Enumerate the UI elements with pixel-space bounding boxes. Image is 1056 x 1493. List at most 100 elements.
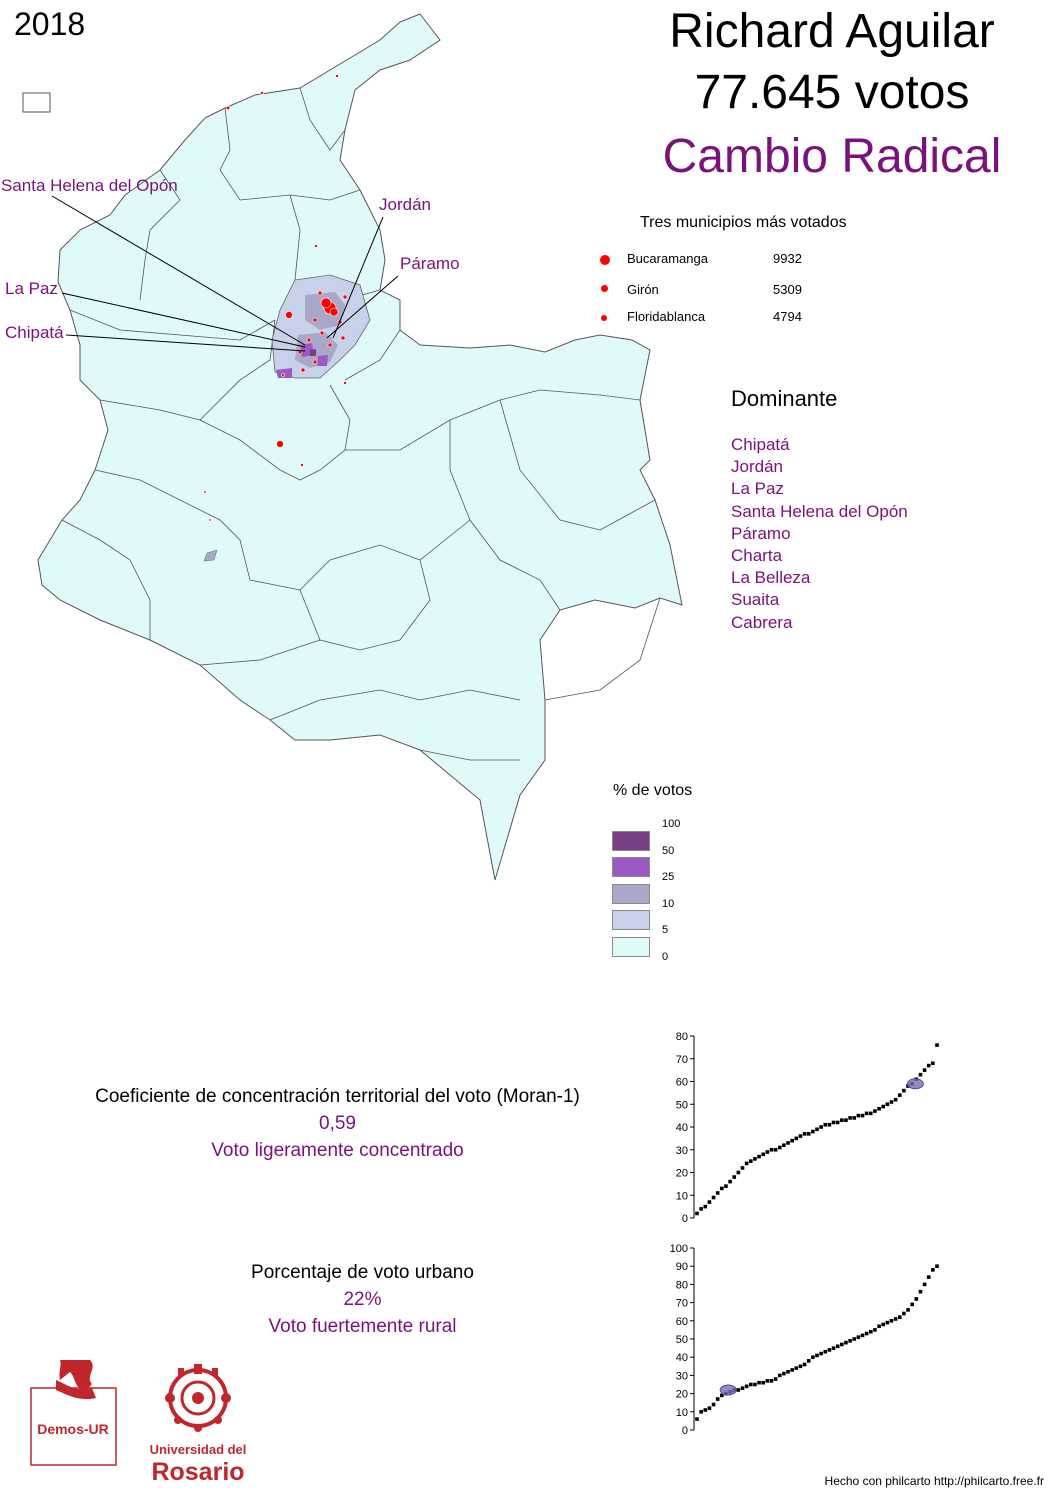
legend-break: 5 [662, 924, 669, 936]
data-point [695, 1417, 699, 1421]
data-point [868, 1111, 873, 1116]
data-point [753, 1382, 757, 1387]
data-point [811, 1129, 815, 1134]
data-point [724, 1184, 728, 1188]
data-point [748, 1382, 753, 1387]
data-point [918, 1289, 923, 1294]
data-point [720, 1186, 724, 1191]
demos-logo-text: Demos-UR [37, 1421, 109, 1437]
data-point [835, 1344, 840, 1349]
legend-break: 50 [662, 845, 675, 857]
map-label-jordan: Jordán [379, 195, 431, 214]
data-point [790, 1138, 794, 1143]
data-point [918, 1072, 923, 1077]
credit-line: Hecho con philcarto http://philcarto.fre… [824, 1474, 1044, 1488]
data-point [703, 1408, 708, 1412]
universidad-rosario-logo: Universidad del Rosario [150, 1364, 247, 1486]
data-point [765, 1379, 770, 1383]
data-point [935, 1264, 939, 1268]
data-point [815, 1127, 819, 1132]
data-point [699, 1207, 703, 1211]
inset-box [22, 92, 51, 113]
moran-value: 0,59 [319, 1113, 356, 1134]
data-point [906, 1308, 910, 1312]
data-point [856, 1113, 861, 1118]
dominant-item: Suaita [731, 590, 780, 610]
ur-logo-line2: Rosario [151, 1458, 244, 1486]
data-point [715, 1191, 720, 1195]
data-point [926, 1063, 931, 1068]
moran-block: Coeficiente de concentración territorial… [50, 1083, 625, 1164]
data-point [848, 1339, 852, 1343]
data-point [753, 1157, 757, 1161]
legend-swatch-5-0 [612, 937, 650, 957]
data-point [777, 1373, 782, 1378]
data-point [902, 1311, 906, 1316]
data-point [748, 1159, 753, 1163]
moran-title: Coeficiente de concentración territorial… [95, 1086, 580, 1107]
legend-swatch-50-25 [612, 857, 650, 877]
data-point [798, 1364, 803, 1369]
map-label-chipata: Chipatá [5, 323, 64, 342]
data-point [897, 1093, 902, 1097]
data-point [695, 1211, 699, 1216]
dominant-item: Charta [731, 546, 783, 566]
data-point [794, 1136, 799, 1141]
title-block: Richard Aguilar 77.645 votos Cambio Radi… [622, 2, 1042, 190]
data-point [823, 1122, 828, 1127]
data-point [703, 1204, 708, 1209]
data-point [732, 1175, 737, 1179]
data-point [910, 1302, 914, 1307]
data-point [897, 1315, 902, 1319]
data-point [922, 1282, 927, 1287]
y-tick-label: 80 [676, 1279, 688, 1291]
top3-name: Floridablanca [627, 309, 706, 324]
data-point [761, 1152, 766, 1157]
data-point [852, 1116, 857, 1120]
data-point [777, 1145, 782, 1150]
country-outline [37, 13, 683, 881]
top3-row: Girón 5309 [600, 282, 820, 300]
legend-swatch-10-5 [612, 910, 650, 930]
moran-label: Voto ligeramente concentrado [211, 1140, 464, 1161]
data-point [852, 1337, 857, 1341]
data-point [848, 1116, 852, 1120]
data-point [877, 1107, 881, 1111]
y-tick-label: 40 [676, 1122, 688, 1134]
data-point [765, 1150, 770, 1154]
data-point [827, 1348, 832, 1352]
data-point [922, 1068, 927, 1072]
dominant-item: Chipatá [731, 435, 790, 454]
dominant-item: La Belleza [731, 568, 811, 588]
dominant-item: La Paz [731, 479, 784, 499]
data-point [736, 1388, 741, 1392]
data-point [831, 1120, 836, 1125]
data-point [769, 1379, 774, 1383]
y-tick-label: 10 [676, 1407, 688, 1419]
y-tick-label: 30 [676, 1145, 688, 1157]
legend-break: 0 [662, 951, 669, 963]
data-point [840, 1118, 844, 1122]
urban-chart: 0 10 20 30 40 50 60 70 80 90 100 [670, 1243, 939, 1437]
data-point [893, 1097, 898, 1102]
legend-break: 10 [662, 898, 675, 910]
y-tick-label: 60 [676, 1077, 688, 1089]
data-point [715, 1397, 720, 1401]
ur-logo-line1: Universidad del [150, 1442, 247, 1457]
data-point [740, 1386, 745, 1390]
y-tick-label: 50 [676, 1099, 688, 1111]
data-point [864, 1331, 869, 1336]
top3-title: Tres municipios más votados [640, 214, 847, 231]
map-label-la-paz: La Paz [5, 279, 58, 298]
vote-dot-icon [601, 285, 608, 292]
data-point [889, 1319, 894, 1323]
dominant-title: Dominante [731, 386, 838, 411]
vote-dot-icon [600, 255, 610, 265]
label-leaders [51, 195, 399, 352]
data-point [798, 1134, 803, 1138]
urban-label: Voto fuertemente rural [268, 1316, 457, 1337]
data-point [881, 1104, 886, 1109]
dominant-item: Páramo [731, 523, 791, 543]
data-point [786, 1369, 790, 1374]
data-point [711, 1195, 716, 1200]
